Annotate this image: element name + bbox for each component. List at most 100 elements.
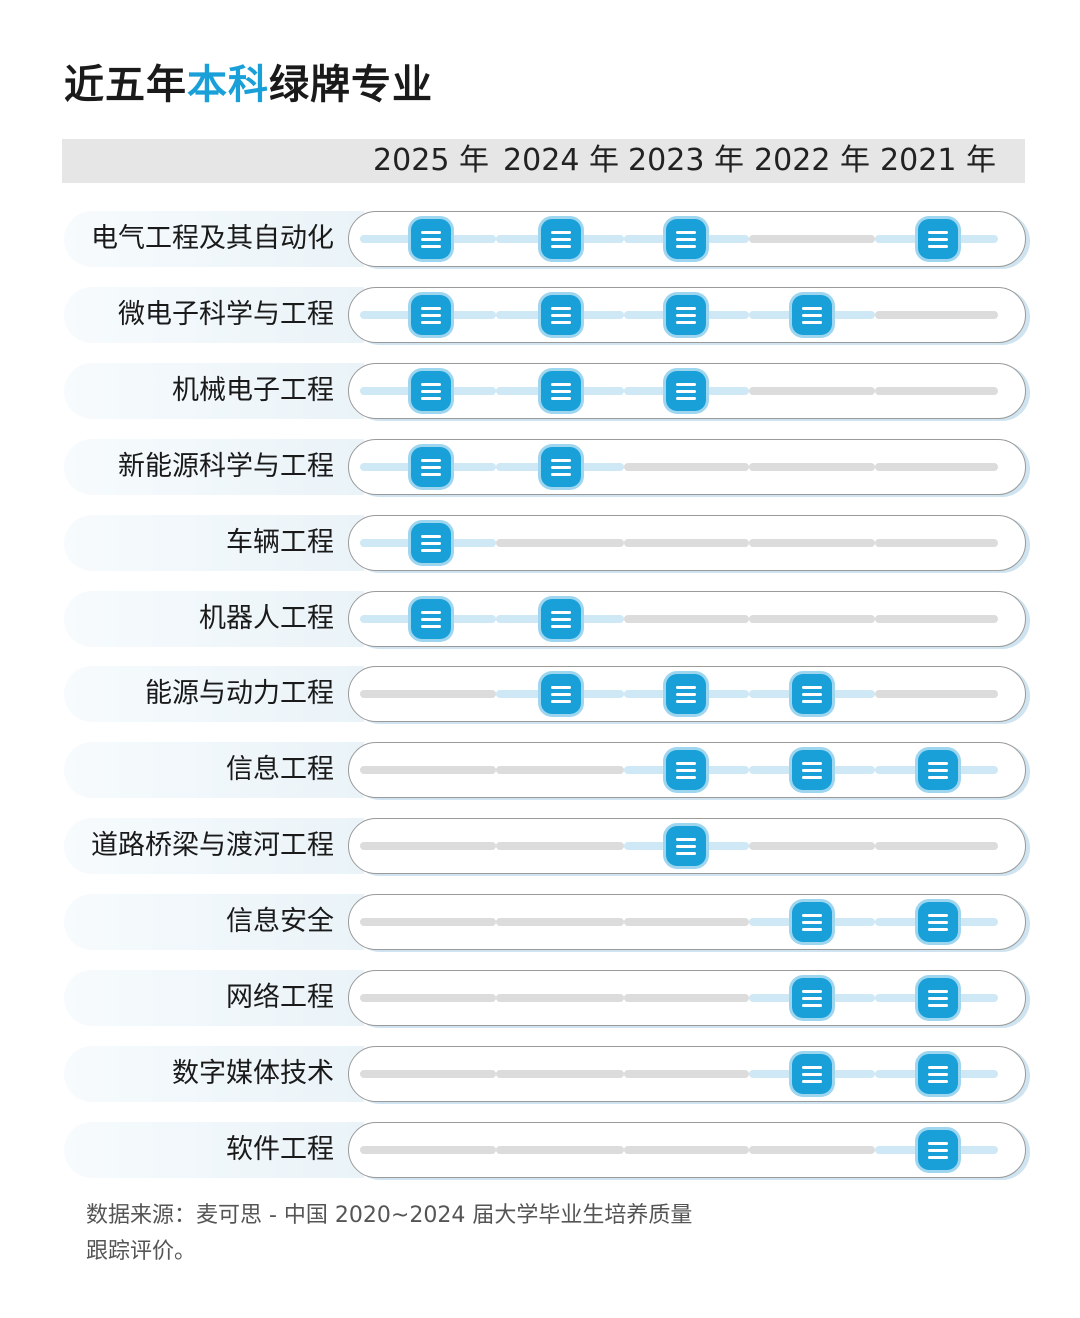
- row-label-background: [64, 590, 364, 647]
- table-row: 微电子科学与工程: [64, 286, 1026, 343]
- track-segment-4: [875, 386, 998, 395]
- table-row: 新能源科学与工程: [64, 438, 1026, 495]
- track-segment-0: [360, 842, 496, 851]
- list-marker-icon: [792, 750, 832, 791]
- table-row: 能源与动力工程: [64, 666, 1026, 723]
- track-segment-2: [623, 538, 749, 547]
- track-segment-4: [875, 310, 998, 319]
- row-label-background: [64, 894, 364, 951]
- track-segment-2: [623, 614, 749, 623]
- track-segment-0: [360, 766, 496, 775]
- title-suffix: 绿牌专业: [269, 62, 433, 108]
- track-segment-1: [496, 538, 624, 547]
- track-segment-3: [749, 462, 875, 471]
- track-segment-3: [749, 235, 875, 243]
- major-name: 软件工程: [226, 1133, 334, 1165]
- track-segment-3: [749, 614, 875, 623]
- major-name: 网络工程: [226, 982, 334, 1013]
- track-segments: [64, 515, 1024, 571]
- track-segment-2: [623, 1145, 749, 1154]
- data-source-note: 数据来源：麦可思 - 中国 2020~2024 届大学毕业生培养质量 跟踪评价。: [86, 1198, 786, 1270]
- track-segment-1: [496, 994, 624, 1002]
- title-prefix: 近五年: [64, 62, 187, 108]
- table-row: 机械电子工程: [64, 362, 1026, 419]
- list-marker-icon: [541, 674, 581, 715]
- track-segments: [64, 1046, 1024, 1102]
- title-highlight: 本科: [187, 62, 269, 108]
- track-segments: [64, 1122, 1024, 1178]
- row-label-background: [64, 286, 364, 343]
- list-marker-icon: [666, 750, 706, 791]
- table-row: 道路桥梁与渡河工程: [64, 818, 1026, 875]
- list-marker-icon: [666, 674, 706, 715]
- list-marker-icon: [541, 446, 581, 487]
- track-segment-1: [496, 918, 624, 927]
- list-marker-icon: [541, 370, 581, 411]
- list-marker-icon: [918, 978, 958, 1018]
- table-row: 数字媒体技术: [64, 1045, 1026, 1102]
- list-marker-icon: [666, 219, 706, 259]
- major-name: 新能源科学与工程: [118, 450, 334, 482]
- row-label-background: [64, 742, 364, 799]
- track-segment-1: [496, 1145, 624, 1154]
- track-segments: [64, 894, 1024, 950]
- list-marker-icon: [411, 370, 451, 411]
- track-segments: [64, 742, 1024, 798]
- table-row: 网络工程: [64, 970, 1026, 1026]
- major-name: 车辆工程: [226, 526, 334, 558]
- list-marker-icon: [541, 219, 581, 259]
- source-line-2: 跟踪评价。: [86, 1239, 197, 1264]
- list-marker-icon: [918, 219, 958, 259]
- table-row: 电气工程及其自动化: [64, 211, 1026, 267]
- track-segment-4: [875, 462, 998, 471]
- major-name: 道路桥梁与渡河工程: [91, 830, 334, 862]
- list-marker-icon: [666, 826, 706, 867]
- track-segment-0: [360, 918, 496, 927]
- year-header: 2025 年 2024 年 2023 年 2022 年 2021 年: [62, 139, 1025, 183]
- track-segment-1: [496, 766, 624, 775]
- major-name: 机械电子工程: [172, 374, 334, 406]
- row-label-background: [64, 1045, 364, 1102]
- track-segment-2: [623, 1069, 749, 1078]
- row-label-background: [64, 818, 364, 875]
- major-name: 数字媒体技术: [172, 1057, 334, 1089]
- track-segment-0: [360, 1069, 496, 1078]
- year-column-3: 2022 年: [754, 143, 870, 178]
- major-name: 能源与动力工程: [145, 678, 334, 710]
- major-name: 电气工程及其自动化: [91, 223, 334, 254]
- major-name: 信息工程: [226, 754, 334, 786]
- list-marker-icon: [792, 674, 832, 715]
- list-marker-icon: [411, 522, 451, 563]
- track-segments: [64, 970, 1024, 1026]
- list-marker-icon: [792, 978, 832, 1018]
- source-line-1: 数据来源：麦可思 - 中国 2020~2024 届大学毕业生培养质量: [86, 1203, 693, 1228]
- list-marker-icon: [541, 294, 581, 335]
- list-marker-icon: [918, 902, 958, 943]
- table-row: 信息安全: [64, 894, 1026, 951]
- list-marker-icon: [918, 750, 958, 791]
- row-label-background: [64, 362, 364, 419]
- track-segment-0: [360, 994, 496, 1002]
- table-row: 软件工程: [64, 1121, 1026, 1178]
- page-title: 近五年本科绿牌专业: [64, 52, 433, 110]
- track-segment-2: [623, 994, 749, 1002]
- list-marker-icon: [792, 294, 832, 335]
- list-marker-icon: [411, 598, 451, 639]
- list-marker-icon: [411, 294, 451, 335]
- track-segment-1: [496, 1069, 624, 1078]
- track-segment-3: [749, 386, 875, 395]
- track-segment-3: [749, 1145, 875, 1154]
- list-marker-icon: [918, 1129, 958, 1170]
- year-column-2: 2023 年: [628, 143, 744, 178]
- table-row: 车辆工程: [64, 514, 1026, 571]
- table-row: 机器人工程: [64, 590, 1026, 647]
- track-segment-3: [749, 538, 875, 547]
- list-marker-icon: [541, 598, 581, 639]
- list-marker-icon: [666, 294, 706, 335]
- track-segment-4: [875, 690, 998, 699]
- track-segment-4: [875, 538, 998, 547]
- row-label-background: [64, 211, 364, 267]
- track-segment-1: [496, 842, 624, 851]
- row-label-background: [64, 666, 364, 723]
- list-marker-icon: [792, 902, 832, 943]
